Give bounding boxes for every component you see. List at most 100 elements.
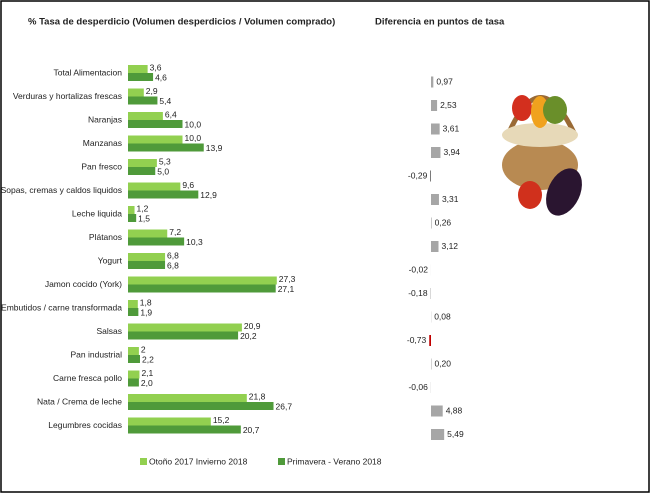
value-label: -0,73 [407,335,427,345]
bar [128,276,277,285]
value-label: 10,0 [185,119,202,129]
value-label: 2,2 [142,354,154,364]
bar [431,100,438,111]
value-label: 13,9 [206,143,223,153]
value-label: 9,6 [182,180,194,190]
value-label: 1,2 [137,203,149,213]
bar [431,429,445,440]
bar [431,123,440,135]
bar [128,417,211,426]
value-label: -0,18 [408,288,428,298]
category-label: Pan fresco [81,161,122,171]
bar [431,147,441,158]
category-label: Plátanos [89,232,122,242]
bar [128,253,166,261]
bar [128,214,137,222]
bar [128,370,140,379]
legend-swatch [140,458,147,465]
value-label: 0,26 [435,217,452,227]
category-label: Naranjas [88,114,122,124]
value-label: 10,0 [185,133,202,143]
bar [128,88,144,97]
value-label: 20,2 [240,331,257,341]
bar [128,190,199,199]
value-label: 5,4 [159,96,171,106]
chart-title: Diferencia en puntos de tasa [375,17,505,28]
category-label: Leche liquida [72,208,122,218]
category-label: Carne fresca pollo [53,373,122,383]
value-label: 2,9 [146,86,158,96]
category-label: Total Alimentacion [53,67,122,77]
legend-label: Primavera - Verano 2018 [287,456,382,466]
bar [128,394,247,402]
bar [128,65,148,73]
value-label: 0,08 [434,311,451,321]
bar [128,347,139,355]
value-label: 1,9 [140,307,152,317]
value-label: 1,5 [138,213,150,223]
value-label: 6,8 [167,260,179,270]
value-label: 12,9 [200,190,217,200]
value-label: 3,12 [441,241,458,251]
bar [128,229,168,238]
value-label: -0,02 [409,264,429,274]
value-label: 2,1 [141,368,153,378]
category-label: Sopas, cremas y caldos liquidos [1,185,122,195]
category-label: Legumbres cocidas [48,420,122,430]
category-label: Jamon cocido (York) [45,279,122,289]
bar [128,284,276,293]
bar [128,378,139,387]
value-label: 0,20 [434,358,451,368]
value-label: 6,4 [165,109,177,119]
value-label: 3,61 [443,123,460,133]
value-label: 10,3 [186,237,203,247]
bar [128,300,138,308]
category-label: Nata / Crema de leche [37,396,122,406]
legend-swatch [278,458,285,465]
value-label: -0,29 [408,170,428,180]
bar [431,76,434,88]
bar [429,335,431,346]
value-label: 27,1 [278,284,295,294]
value-label: 2,53 [440,100,457,110]
category-label: Verduras y hortalizas frescas [13,91,122,101]
value-label: 5,0 [157,166,169,176]
value-label: 27,3 [279,274,296,284]
bar [128,261,166,269]
category-label: Salsas [96,326,122,336]
bar [128,402,274,410]
value-label: 4,6 [155,72,167,82]
bar [128,135,183,144]
value-label: 4,88 [446,405,463,415]
bar [431,241,439,252]
value-label: 3,31 [442,194,459,204]
value-label: 2,0 [141,378,153,388]
value-label: 3,6 [150,62,162,72]
bar [128,425,241,434]
bar [431,194,439,205]
bar [128,167,156,175]
value-label: 20,9 [244,321,261,331]
category-label: Manzanas [83,138,122,148]
bar [430,170,431,182]
bar [128,120,183,128]
value-label: 15,2 [213,415,230,425]
bar [128,308,139,316]
value-label: 0,97 [436,76,453,86]
value-label: 21,8 [249,391,266,401]
value-label: 5,3 [159,156,171,166]
value-label: 26,7 [276,401,293,411]
basket-illustration [502,95,582,216]
legend-label: Otoño 2017 Invierno 2018 [149,456,248,466]
value-label: 6,8 [167,250,179,260]
value-label: 2 [141,344,146,354]
category-label: Pan industrial [70,349,122,359]
value-label: 1,8 [140,297,152,307]
bar [128,237,185,246]
bar [128,159,157,167]
bar [128,355,140,363]
bar [431,217,432,229]
value-label: 7,2 [169,227,181,237]
